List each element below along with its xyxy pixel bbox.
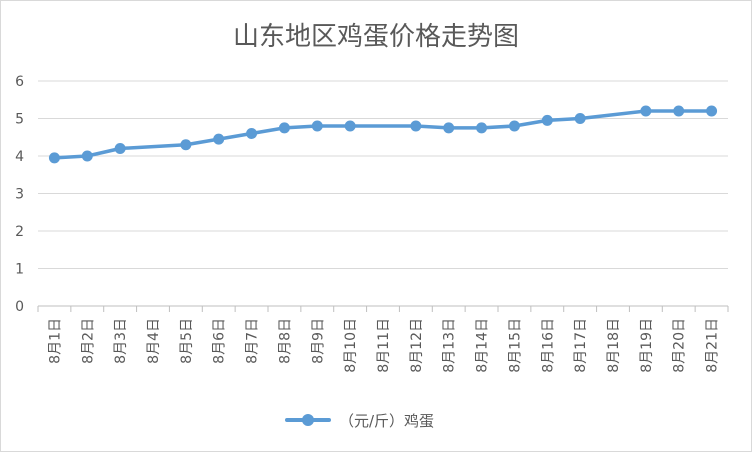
y-tick-label: 0 <box>15 299 24 315</box>
data-point <box>673 105 685 117</box>
x-tick-label: 8月19日 <box>639 318 655 373</box>
y-tick-label: 3 <box>15 187 24 203</box>
x-tick-label: 8月15日 <box>507 318 523 373</box>
y-tick-label: 6 <box>15 74 24 90</box>
data-point <box>574 113 586 124</box>
x-tick-label: 8月10日 <box>343 318 359 373</box>
data-point <box>246 128 258 139</box>
x-tick-label: 8月20日 <box>672 318 688 373</box>
chart-title: 山东地区鸡蛋价格走势图 <box>232 22 519 52</box>
x-tick-label: 8月11日 <box>376 318 392 373</box>
data-point <box>541 114 553 126</box>
legend-swatch <box>285 408 331 432</box>
x-tick-label: 8月13日 <box>442 318 458 373</box>
y-tick-label: 4 <box>15 149 24 165</box>
data-point <box>81 150 93 162</box>
x-tick-label: 8月9日 <box>310 318 326 364</box>
data-point <box>114 143 126 154</box>
data-point <box>410 120 422 132</box>
data-point <box>508 120 520 132</box>
data-point <box>180 139 192 151</box>
data-point <box>344 120 356 132</box>
data-point <box>213 133 225 145</box>
x-tick-label: 8月3日 <box>113 318 129 364</box>
x-tick-label: 8月4日 <box>146 318 162 364</box>
series-line <box>52 109 714 160</box>
x-tick-label: 8月12日 <box>409 318 425 373</box>
x-tick-label: 8月2日 <box>80 318 96 364</box>
x-tick-label: 8月1日 <box>47 318 63 364</box>
y-tick-label: 2 <box>15 224 24 240</box>
data-point <box>311 120 323 132</box>
legend: （元/斤）鸡蛋 <box>285 408 434 432</box>
x-tick-label: 8月14日 <box>475 318 491 373</box>
x-tick-label: 8月6日 <box>212 318 228 364</box>
x-tick-label: 8月16日 <box>540 318 556 373</box>
data-point <box>48 152 60 164</box>
x-tick-label: 8月17日 <box>573 318 589 373</box>
data-point <box>443 122 455 134</box>
y-tick-label: 5 <box>15 112 24 128</box>
x-tick-label: 8月18日 <box>606 318 622 373</box>
data-point <box>476 122 488 134</box>
data-point <box>640 105 652 117</box>
data-point <box>278 122 290 134</box>
x-tick-label: 8月8日 <box>277 318 293 364</box>
y-tick-label: 1 <box>15 262 24 278</box>
data-point <box>706 105 718 117</box>
x-tick-label: 8月5日 <box>179 318 195 364</box>
x-tick-label: 8月7日 <box>245 318 261 364</box>
legend-label: （元/斤）鸡蛋 <box>339 411 435 430</box>
x-tick-label: 8月21日 <box>705 318 721 373</box>
